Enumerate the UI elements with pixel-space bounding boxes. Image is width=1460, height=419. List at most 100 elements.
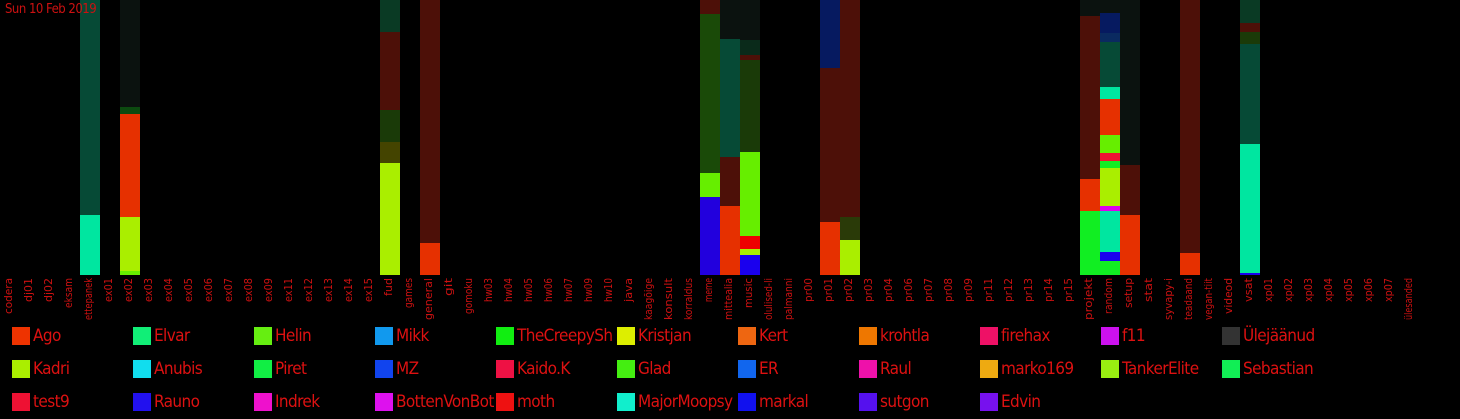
x-tick-label: videod [1222,278,1235,314]
legend-label: f11 [1122,326,1146,346]
x-tick-label: hw09 [582,278,595,302]
legend-item: Helin [254,322,375,350]
bar-segment-vsat-4 [1240,23,1260,32]
x-tick-label: xp03 [1302,278,1315,302]
legend-label: krohtla [880,326,930,346]
legend-label: moth [517,392,555,412]
legend-item: MZ [375,355,496,383]
x-tick-label: pr04 [882,278,895,302]
bar-segment-random-10 [1100,42,1120,87]
x-tick-label: eksam [62,278,75,308]
x-tick-label: xp06 [1362,278,1375,302]
x-tick-label: hw03 [482,278,495,302]
bar-segment-random-13 [1100,0,1120,13]
x-tick-label: fud [382,278,395,296]
legend-item: Glad [617,355,738,383]
bar-segment-pr02-2 [840,0,860,217]
bar-segment-general-1 [420,0,440,243]
legend-label: BottenVonBot [396,392,494,412]
x-tick-label: ex01 [102,278,115,302]
legend-item: Anubis [133,355,254,383]
legend-item: sutgon [859,388,980,416]
bar-segment-meme-3 [700,0,720,14]
legend-swatch [12,360,30,378]
legend-swatch [980,327,998,345]
x-tick-label: ex15 [362,278,375,302]
bar-segment-projekt-3 [1080,0,1100,16]
x-tick-label: dj01 [22,278,35,302]
legend-swatch [980,360,998,378]
x-tick-label: xp02 [1282,278,1295,302]
legend-label: TankerElite [1122,359,1199,379]
legend-label: marko169 [1001,359,1074,379]
legend-label: MZ [396,359,419,379]
legend-swatch [738,327,756,345]
legend-item: f11 [1101,322,1222,350]
legend-swatch [12,393,30,411]
legend-swatch [1101,327,1119,345]
x-tick-label: olulised-li [762,278,775,320]
x-tick-label: dj02 [42,278,55,302]
legend-label: ER [759,359,779,379]
bar-segment-setup-1 [1120,165,1140,215]
bar-segment-music-5 [740,55,760,60]
bar-segment-ettepanek-1 [80,0,100,215]
legend-swatch [254,360,272,378]
legend-item: Raul [859,355,980,383]
legend-label: Ülejäänud [1243,326,1315,346]
legend-label: Indrek [275,392,320,412]
bar-segment-pr02-0 [840,240,860,275]
x-tick-label: pr01 [822,278,835,302]
bar-segment-random-7 [1100,135,1120,153]
x-tick-label: ex12 [302,278,315,302]
x-tick-label: pr00 [802,278,815,302]
x-tick-label: konsult [662,277,675,320]
x-tick-label: pr03 [862,278,875,302]
legend-item: marko169 [980,355,1101,383]
x-tick-label: palmanni [782,278,795,320]
legend-item: BottenVonBot [375,388,496,416]
x-tick-label: ex05 [182,278,195,302]
legend-item: Ago [12,322,133,350]
x-tick-label: xp04 [1322,278,1335,302]
x-tick-label: mittealia [722,278,735,320]
x-tick-label: codera [2,278,15,314]
bar-segment-general-0 [420,243,440,275]
bar-segment-ettepanek-0 [80,215,100,275]
legend-label: Ago [33,326,61,346]
x-tick-label: pr08 [942,278,955,302]
legend-label: Sebastian [1243,359,1314,379]
x-tick-label: ettepanek [82,278,95,320]
bar-segment-meme-2 [700,14,720,173]
bar-segment-pr02-1 [840,217,860,240]
bar-segment-mittealia-0 [720,206,740,275]
x-tick-label: vegan-tiit [1202,277,1215,320]
x-tick-label: vsat [1242,277,1255,302]
legend-swatch [617,327,635,345]
legend-item: Piret [254,355,375,383]
x-tick-label: kaagõige [642,278,655,320]
legend-swatch [980,393,998,411]
x-tick-label: ex09 [262,278,275,302]
x-tick-label: gomoku [462,278,475,314]
legend-label: Elvar [154,326,190,346]
x-tick-label: ex08 [242,278,255,302]
bar-segment-music-4 [740,60,760,152]
x-tick-label: hw04 [502,278,515,302]
legend-swatch [254,327,272,345]
legend-item: Indrek [254,388,375,416]
x-tick-label: ex13 [322,278,335,302]
x-tick-label: ex11 [282,278,295,302]
bars-group [80,0,1260,275]
bar-segment-music-2 [740,236,760,249]
bar-segment-meme-0 [700,197,720,275]
legend-label: Helin [275,326,312,346]
legend-item: Kristjan [617,322,738,350]
legend-item: Kadri [12,355,133,383]
bar-segment-vsat-0 [1240,273,1260,275]
legend-label: Glad [638,359,671,379]
bar-segment-music-3 [740,152,760,236]
legend-label: test9 [33,392,70,412]
legend-item: MajorMoopsy [617,388,738,416]
legend-swatch [738,360,756,378]
